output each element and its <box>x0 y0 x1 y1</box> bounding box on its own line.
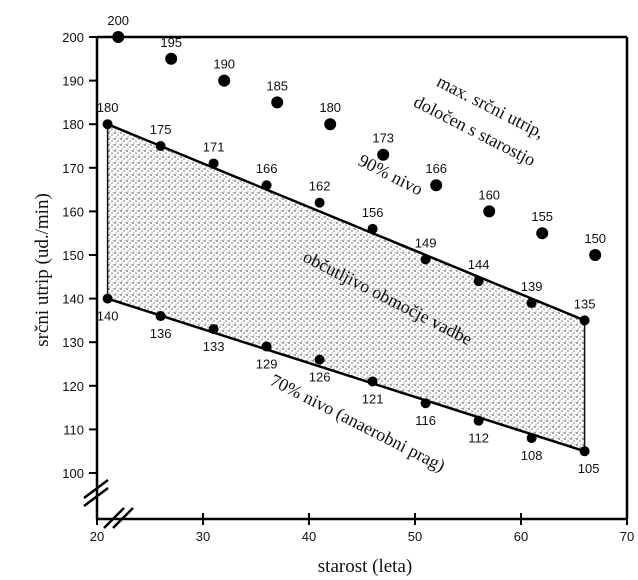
point-max-hr <box>589 249 602 261</box>
point-90-level-label: 171 <box>203 139 225 154</box>
point-70-level-label: 121 <box>362 391 384 406</box>
y-tick-label: 130 <box>62 335 84 350</box>
point-70-level-label: 112 <box>468 431 489 446</box>
point-70-level-label: 140 <box>97 309 119 324</box>
y-tick-label: 110 <box>63 422 84 437</box>
point-90-level-label: 156 <box>362 205 384 220</box>
point-70-level-label: 108 <box>521 448 543 463</box>
point-90-level <box>102 119 113 130</box>
y-tick-label: 180 <box>62 117 84 132</box>
x-axis-break-mark <box>103 507 125 529</box>
point-90-level <box>261 180 272 191</box>
point-max-hr-label: 173 <box>372 131 394 146</box>
x-tick-label: 60 <box>514 529 528 544</box>
y-tick-label: 160 <box>62 204 84 219</box>
point-90-level-label: 166 <box>256 161 278 176</box>
y-axis-break-mark <box>83 487 109 507</box>
point-70-level <box>102 293 113 304</box>
point-70-level-label: 133 <box>203 339 225 354</box>
point-70-level <box>261 341 272 352</box>
x-tick-label: 30 <box>196 529 210 544</box>
point-max-hr <box>165 52 178 65</box>
x-tick-label: 40 <box>302 529 316 544</box>
point-max-hr-label: 150 <box>584 231 606 246</box>
point-max-hr <box>377 148 390 161</box>
point-70-level-label: 116 <box>415 413 436 428</box>
point-70-level <box>314 354 325 365</box>
point-70-level <box>579 446 590 457</box>
point-max-hr <box>430 179 443 192</box>
point-max-hr-label: 200 <box>107 13 129 28</box>
point-max-hr <box>324 118 337 131</box>
point-90-level <box>155 141 166 151</box>
point-max-hr <box>218 74 231 87</box>
x-tick-label: 70 <box>620 529 634 544</box>
x-axis-break-mark <box>112 507 134 529</box>
y-tick-label: 100 <box>62 466 84 481</box>
point-90-level-label: 135 <box>574 296 596 311</box>
point-90-level-label: 149 <box>415 235 437 250</box>
point-90-level <box>314 197 325 208</box>
x-tick-label: 50 <box>408 529 422 544</box>
x-tick-label: 20 <box>90 529 104 544</box>
point-max-hr-label: 190 <box>213 57 235 72</box>
point-70-level <box>367 376 378 387</box>
x-axis-title: starost (leta) <box>318 556 412 577</box>
point-max-hr-label: 180 <box>319 100 341 115</box>
training-zone-area <box>106 123 586 453</box>
line-70-level <box>107 297 585 453</box>
point-90-level-label: 162 <box>309 179 331 194</box>
point-70-level-label: 136 <box>150 326 172 341</box>
point-70-level-label: 105 <box>578 461 600 476</box>
point-90-level <box>579 315 590 326</box>
point-90-level <box>526 297 537 308</box>
point-90-level <box>420 254 431 265</box>
point-max-hr-label: 166 <box>425 161 447 176</box>
point-70-level <box>473 415 484 426</box>
point-max-hr-label: 195 <box>160 35 182 50</box>
plot-layer: 100 110 120 130 140 150 160 170 180 190 200 20 30 40 5… <box>62 13 634 544</box>
point-70-level <box>155 311 166 322</box>
point-max-hr <box>112 31 125 43</box>
point-90-level <box>208 158 219 169</box>
point-70-level-label: 126 <box>309 370 331 385</box>
point-70-level-label: 129 <box>256 357 278 372</box>
point-max-hr-label: 160 <box>478 187 500 202</box>
line-90-level <box>107 123 586 322</box>
y-tick-label: 150 <box>62 248 84 263</box>
y-tick-label: 140 <box>62 292 84 307</box>
point-90-level-label: 175 <box>150 122 172 137</box>
point-70-level <box>208 324 219 335</box>
point-90-level <box>473 276 484 287</box>
y-tick-label: 120 <box>62 379 84 394</box>
point-max-hr-label: 155 <box>531 209 553 224</box>
point-70-level <box>420 398 431 409</box>
y-axis-break-mark <box>83 479 109 499</box>
y-tick-label: 200 <box>62 30 84 45</box>
y-axis-title: srčni utrip (ud./min) <box>32 193 53 347</box>
y-tick-label: 170 <box>62 161 84 176</box>
point-90-level-label: 139 <box>521 279 543 294</box>
point-70-level <box>526 433 537 444</box>
point-max-hr <box>271 96 284 109</box>
point-90-level-label: 180 <box>97 100 119 115</box>
point-90-level-label: 144 <box>468 257 490 272</box>
point-max-hr-label: 185 <box>266 78 288 93</box>
point-max-hr <box>536 227 549 240</box>
point-max-hr <box>483 205 496 218</box>
annotation-90-level: 90% nivo <box>355 150 426 199</box>
point-90-level <box>367 223 378 234</box>
y-tick-label: 190 <box>62 74 84 89</box>
